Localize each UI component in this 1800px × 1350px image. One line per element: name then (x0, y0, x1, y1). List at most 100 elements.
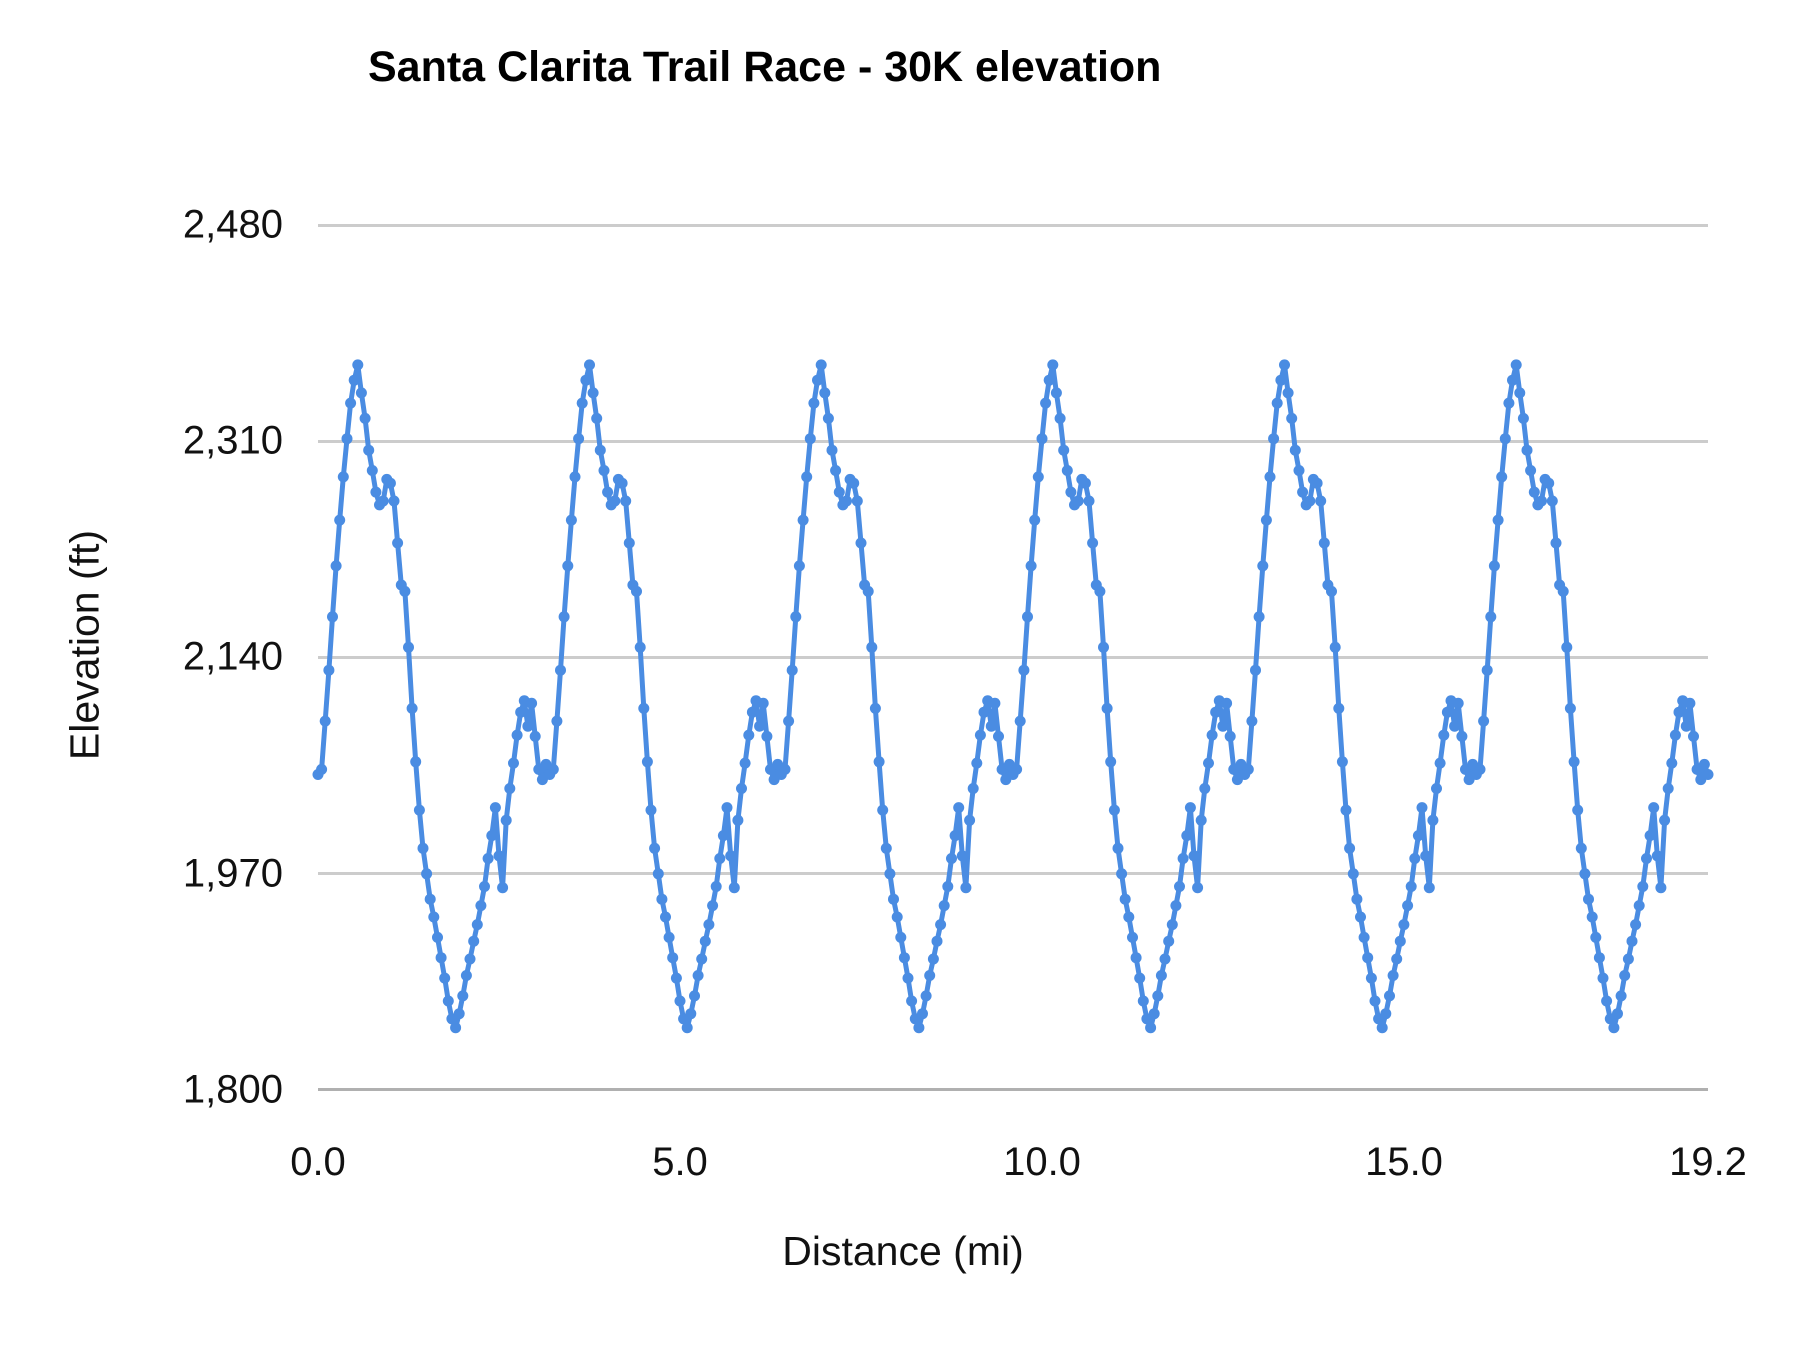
data-point-marker (584, 359, 595, 371)
y-tick-label-2140: 2,140 (182, 634, 283, 679)
data-point-marker (1318, 537, 1330, 549)
data-point-marker (681, 1022, 693, 1034)
data-point-marker (757, 697, 769, 709)
data-point-marker (1159, 953, 1171, 965)
data-point-marker (587, 387, 599, 399)
data-point-marker (573, 433, 585, 445)
data-point-marker (345, 397, 357, 409)
data-point-marker (1626, 935, 1638, 947)
data-point-marker (971, 757, 983, 769)
data-point-marker (576, 397, 588, 409)
gridline-2310 (318, 440, 1708, 443)
data-point-marker (938, 900, 950, 912)
data-point-marker (1145, 1022, 1157, 1034)
data-point-marker (663, 931, 675, 943)
data-point-marker (1050, 387, 1062, 399)
data-point-marker (1579, 868, 1591, 880)
gridline-1800-baseline (318, 1088, 1708, 1091)
data-point-marker (1275, 374, 1287, 386)
data-point-marker (565, 514, 577, 526)
y-tick-label-1970: 1,970 (182, 851, 283, 896)
data-point-marker (569, 471, 581, 483)
data-point-marker (956, 850, 968, 862)
data-point-marker (464, 953, 476, 965)
data-point-marker (739, 757, 751, 769)
data-point-marker (363, 444, 375, 456)
data-point-marker (1572, 804, 1584, 816)
data-point-marker (1250, 664, 1261, 676)
data-point-marker (1065, 486, 1077, 498)
gridline-1970 (318, 872, 1708, 875)
data-point-marker (1304, 495, 1316, 507)
data-point-marker (855, 537, 867, 549)
data-point-marker (330, 560, 342, 572)
data-point-marker (924, 970, 936, 981)
data-point-marker (1279, 359, 1290, 371)
data-point-marker (927, 953, 939, 965)
y-tick-label-1800: 1,800 (182, 1067, 283, 1112)
data-point-marker (931, 935, 943, 947)
data-point-marker (1391, 953, 1403, 965)
data-point-marker (1590, 931, 1602, 943)
elevation-line-series (312, 359, 1714, 1034)
data-point-marker (1478, 715, 1490, 727)
data-point-marker (906, 995, 918, 1007)
data-point-marker (1130, 952, 1142, 964)
data-point-marker (1550, 537, 1562, 549)
data-point-marker (1043, 374, 1055, 386)
data-point-marker (323, 664, 335, 676)
data-point-marker (1662, 783, 1674, 794)
data-point-marker (1648, 802, 1660, 814)
y-tick-label-2480: 2,480 (182, 202, 283, 247)
data-point-marker (1528, 486, 1540, 498)
data-point-marker (819, 387, 831, 399)
data-point-marker (1217, 720, 1229, 732)
data-point-marker (667, 952, 679, 964)
data-point-marker (685, 1008, 697, 1020)
data-point-marker (1362, 952, 1374, 964)
data-point-marker (1492, 514, 1504, 526)
data-point-marker (1163, 935, 1175, 947)
data-point-marker (1271, 397, 1283, 409)
data-point-marker (417, 842, 429, 854)
data-point-marker (641, 756, 653, 768)
data-point-marker (841, 495, 852, 507)
data-point-marker (1698, 758, 1710, 770)
data-point-marker (439, 972, 451, 984)
data-point-marker (594, 444, 606, 456)
data-point-marker (1087, 537, 1099, 549)
data-point-marker (366, 465, 378, 476)
data-point-marker (1409, 853, 1421, 864)
data-point-marker (580, 374, 592, 386)
data-point-marker (692, 970, 704, 981)
data-point-marker (1496, 471, 1508, 483)
data-point-marker (435, 952, 447, 964)
data-point-marker (609, 495, 621, 507)
data-point-marker (1210, 706, 1222, 718)
data-point-marker (1452, 697, 1464, 709)
data-point-marker (728, 882, 740, 894)
data-point-marker (1405, 881, 1417, 892)
data-point-marker (746, 706, 758, 718)
data-point-marker (920, 990, 932, 1002)
x-tick-label-0: 0.0 (290, 1140, 346, 1184)
data-point-marker (1061, 465, 1073, 476)
data-point-marker (978, 706, 990, 718)
data-point-marker (316, 763, 328, 775)
data-point-marker (1268, 433, 1280, 445)
data-point-marker (1358, 931, 1370, 943)
data-point-marker (638, 702, 650, 714)
data-point-marker (873, 756, 885, 768)
data-point-marker (421, 868, 433, 880)
data-point-marker (801, 471, 813, 483)
data-point-marker (591, 412, 603, 424)
data-point-marker (699, 935, 711, 947)
data-point-marker (1098, 641, 1109, 653)
data-point-marker (1351, 893, 1363, 905)
data-point-marker (334, 514, 346, 526)
data-point-marker (424, 893, 436, 905)
data-point-marker (1246, 715, 1258, 727)
data-point-marker (1297, 486, 1309, 498)
data-point-marker (1420, 850, 1432, 862)
data-point-marker (1369, 995, 1381, 1007)
